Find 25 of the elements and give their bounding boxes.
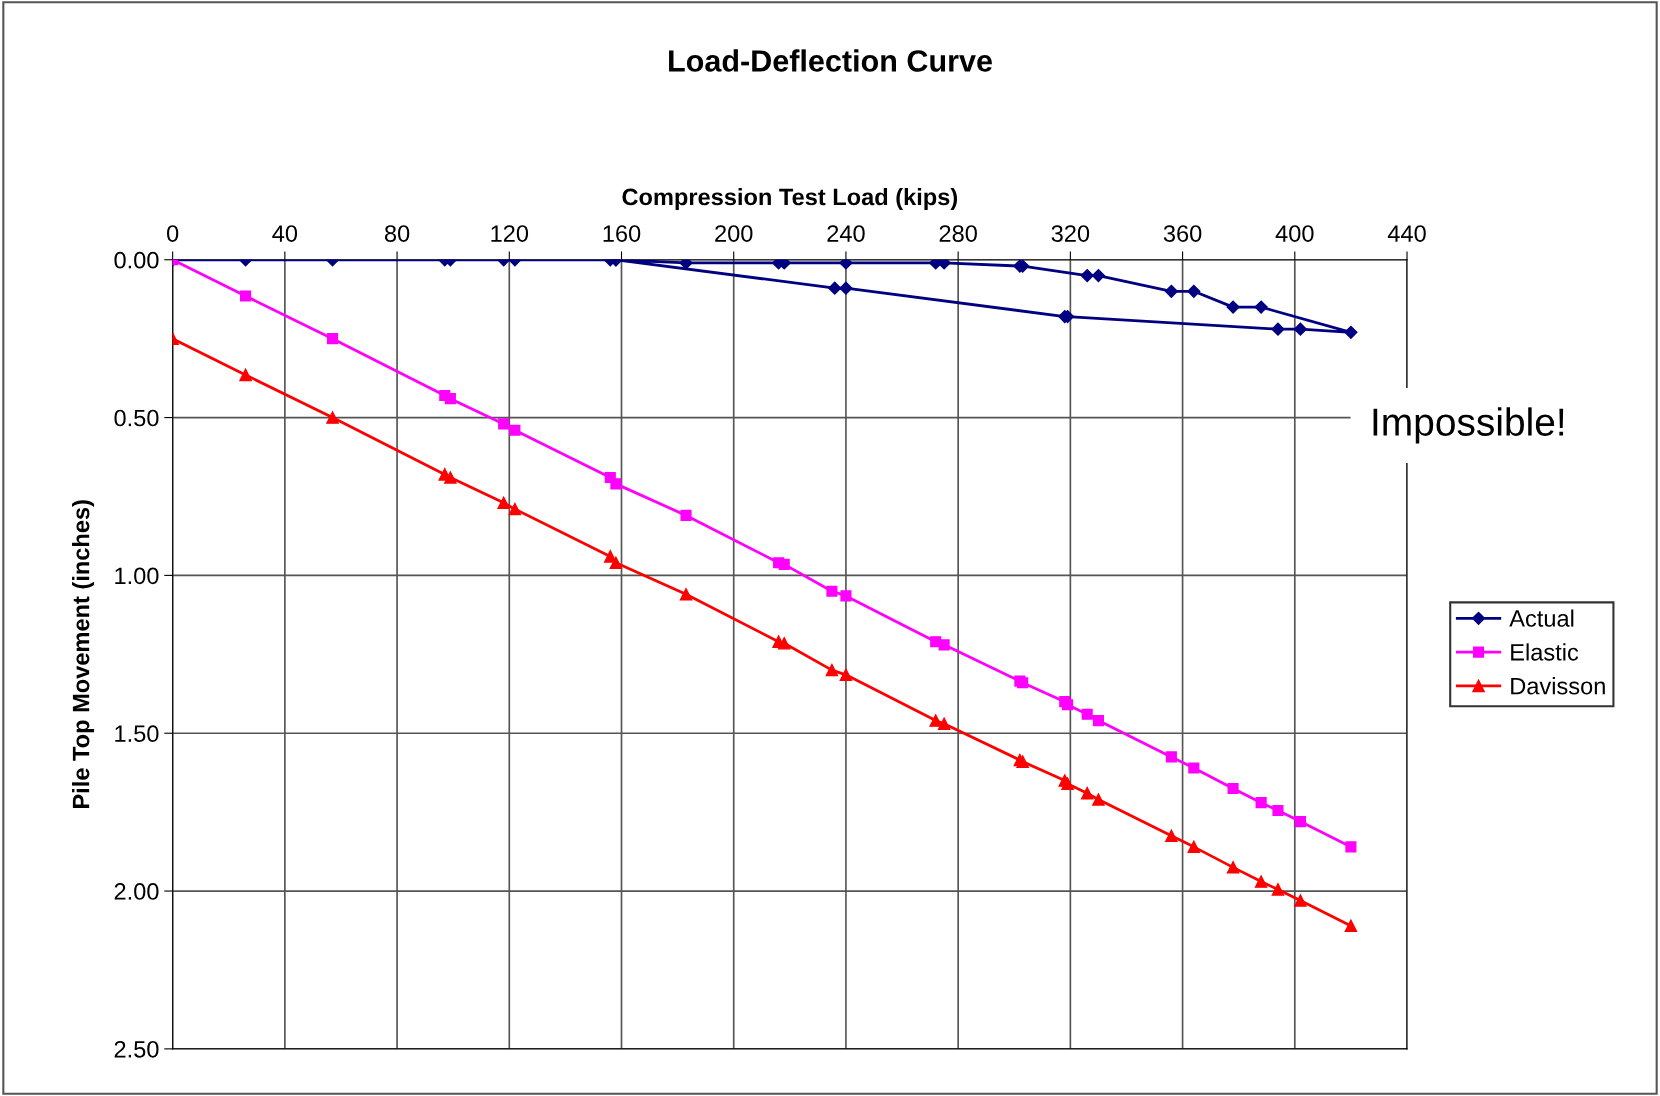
x-tick-label: 80 [384,225,410,242]
x-tick-label: 160 [603,225,641,242]
y-tick-label: 1.50 [115,725,159,743]
x-tick-label: 400 [1275,225,1314,242]
x-tick-label: 360 [1163,225,1202,242]
y-tick-label: 1.00 [115,567,159,585]
x-tick-label: 0 [167,225,179,242]
y-tick-label: 2.00 [114,883,159,900]
x-tick-label: 280 [939,225,977,242]
x-tick-label: 120 [491,225,529,242]
legend-label: Davisson [1511,677,1605,695]
x-tick-label: 40 [272,225,298,242]
legend-label: Actual [1509,609,1574,627]
y-tick-label: 0.00 [114,251,159,269]
x-tick-label: 200 [715,225,753,242]
x-tick-label: 240 [827,225,865,242]
y-tick-label: 2.50 [114,1040,159,1058]
annotation: Impossible! [1373,407,1564,444]
y-axis-title: Pile Top Movement (inches) [72,500,95,808]
chart-title: Load-Deflection Curve [669,49,992,72]
legend-label: Elastic [1511,643,1579,661]
x-tick-label: 440 [1387,225,1426,242]
x-tick-label: 320 [1051,225,1090,242]
x-axis-title: Compression Test Load (kips) [622,187,958,210]
y-tick-label: 0.50 [114,409,159,427]
